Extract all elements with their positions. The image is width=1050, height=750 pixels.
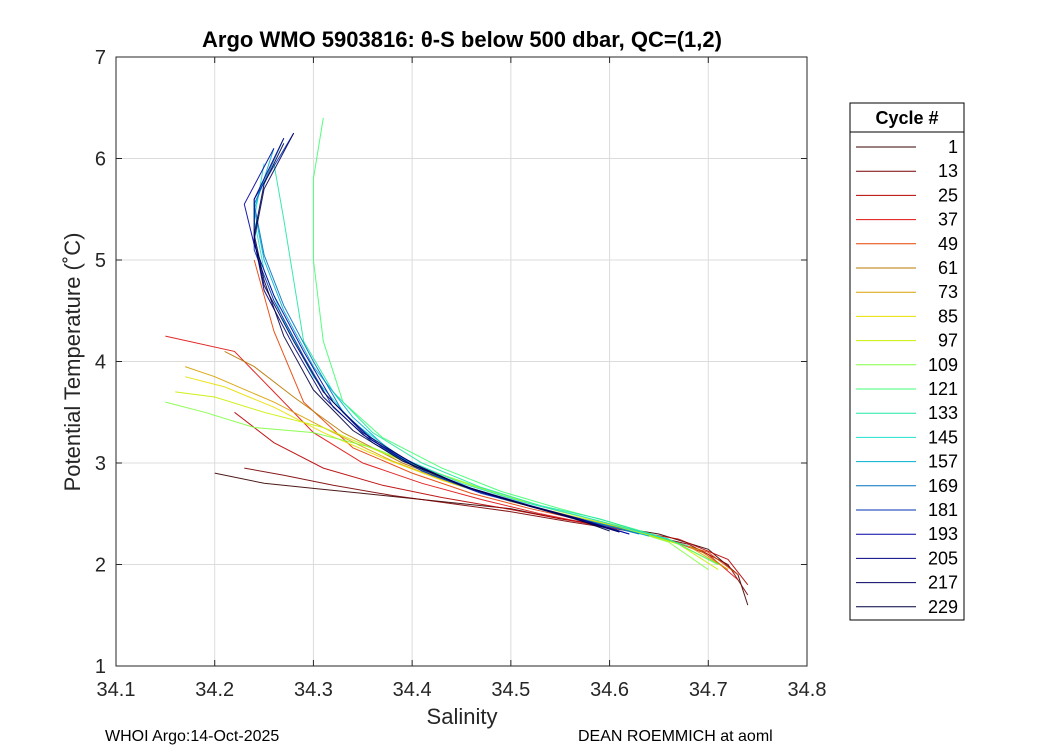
legend-label-cycle-181: 181	[928, 500, 958, 520]
legend-label-cycle-49: 49	[938, 234, 958, 254]
x-tick-label: 34.4	[393, 679, 432, 701]
legend-label-cycle-133: 133	[928, 403, 958, 423]
legend-label-cycle-13: 13	[938, 161, 958, 181]
y-tick-label: 5	[95, 250, 106, 272]
tick-layer: 34.1 34.2 34.3 34.4 34.5 34.6 34.7 34.8 1 2 3 4 5 6 7	[95, 47, 827, 701]
y-tick-label: 2	[95, 555, 106, 577]
series-line-cycle-1	[214, 472, 749, 606]
legend-entries: 1 13 25 37 49 61 73 85 97 109 121 133 145 157 169 181 19…	[856, 137, 958, 617]
legend-label-cycle-193: 193	[928, 524, 958, 544]
y-tick-label: 6	[95, 149, 106, 171]
legend-label-cycle-37: 37	[938, 210, 958, 230]
legend-label-cycle-73: 73	[938, 282, 958, 302]
chart-title: Argo WMO 5903816: θ-S below 500 dbar, QC…	[202, 27, 722, 52]
legend-label-cycle-157: 157	[928, 452, 958, 472]
y-tick-label: 4	[95, 352, 106, 374]
series-line-cycle-25	[234, 411, 749, 586]
legend-label-cycle-145: 145	[928, 427, 958, 447]
legend: Cycle # 1 13 25 37 49 61 73 85 97 109 121 133 145 157…	[849, 102, 965, 621]
x-tick-label: 34.1	[97, 679, 136, 701]
legend-label-cycle-229: 229	[928, 597, 958, 617]
x-tick-label: 34.6	[590, 679, 629, 701]
legend-label-cycle-109: 109	[928, 355, 958, 375]
x-tick-label: 34.5	[491, 679, 530, 701]
legend-label-cycle-1: 1	[948, 137, 958, 157]
legend-label-cycle-217: 217	[928, 573, 958, 593]
plot-area: 34.1 34.2 34.3 34.4 34.5 34.6 34.7 34.8 1 2 3 4 5 6 7	[95, 47, 827, 701]
y-tick-label: 7	[95, 47, 106, 69]
x-tick-label: 34.8	[788, 679, 827, 701]
y-tick-label: 3	[95, 453, 106, 475]
x-tick-label: 34.7	[689, 679, 728, 701]
legend-label-cycle-97: 97	[938, 331, 958, 351]
series-line-cycle-229	[253, 143, 610, 532]
legend-label-cycle-25: 25	[938, 185, 958, 205]
x-tick-label: 34.2	[195, 679, 234, 701]
legend-label-cycle-169: 169	[928, 476, 958, 496]
x-tick-label: 34.3	[294, 679, 333, 701]
legend-label-cycle-61: 61	[938, 258, 958, 278]
y-axis-label: Potential Temperature (˚C)	[60, 233, 85, 492]
y-tick-label: 1	[95, 656, 106, 678]
x-axis-label: Salinity	[427, 704, 498, 729]
legend-label-cycle-121: 121	[928, 379, 958, 399]
legend-title: Cycle #	[875, 108, 938, 128]
footer-left: WHOI Argo:14-Oct-2025	[105, 728, 279, 745]
legend-label-cycle-85: 85	[938, 306, 958, 326]
series-layer	[165, 117, 749, 606]
legend-label-cycle-205: 205	[928, 548, 958, 568]
footer-right: DEAN ROEMMICH at aoml	[578, 728, 773, 745]
series-line-cycle-133	[273, 163, 689, 547]
